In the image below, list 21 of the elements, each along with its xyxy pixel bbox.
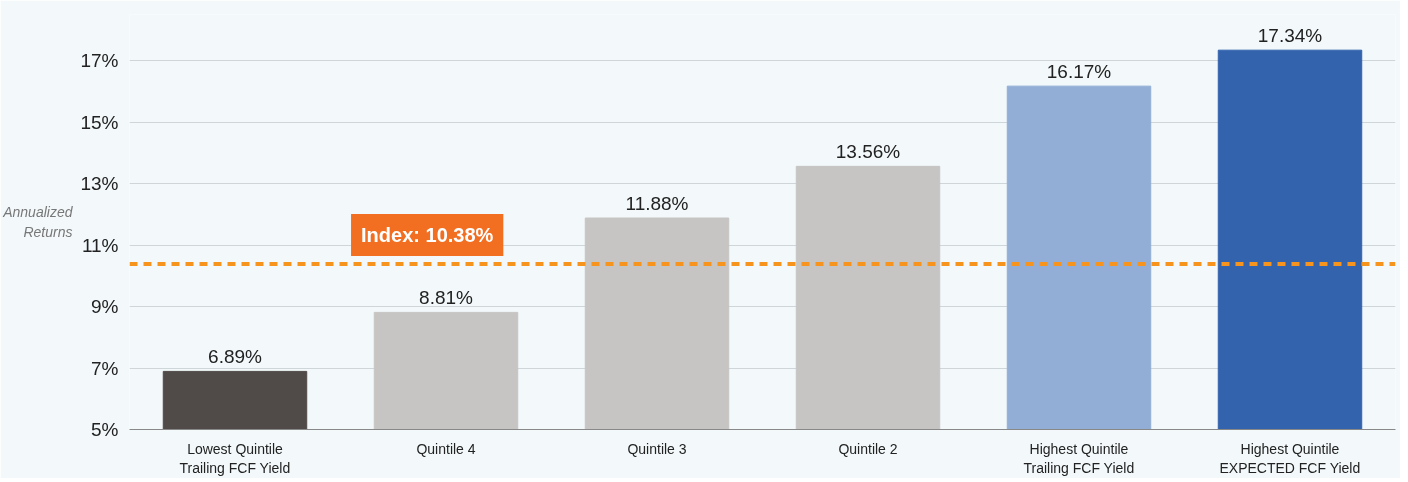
y-tick-label: 13% (80, 173, 119, 195)
y-tick-label: 15% (80, 111, 119, 133)
data-label: 13.56% (835, 141, 901, 163)
ref-line-label: Index: 10.38% (361, 224, 494, 247)
x-tick-label: Quintile 3 (627, 440, 687, 457)
data-label: 11.88% (625, 193, 689, 214)
y-tick-label: 9% (91, 296, 119, 318)
x-tick-label: Lowest Quintile Trailing FCF Yield (179, 440, 291, 476)
x-tick-label: Quintile 2 (838, 440, 898, 457)
data-label: 16.17% (1046, 61, 1112, 83)
data-label: 8.81% (419, 287, 474, 309)
y-tick-label: 11% (81, 234, 119, 256)
x-tick-label: Highest Quintile Trailing FCF Yield (1023, 440, 1135, 476)
data-label: 17.34% (1257, 25, 1323, 47)
y-tick-label: 5% (91, 419, 119, 440)
x-tick-label: Quintile 4 (416, 440, 476, 457)
y-tick-label: 17% (80, 50, 119, 72)
x-tick-label: Highest Quintile EXPECTED FCF Yield (1219, 440, 1361, 476)
data-label: 6.89% (208, 346, 263, 368)
y-axis-title: Annualized Returns (2, 204, 74, 240)
y-tick-label: 7% (91, 357, 119, 379)
